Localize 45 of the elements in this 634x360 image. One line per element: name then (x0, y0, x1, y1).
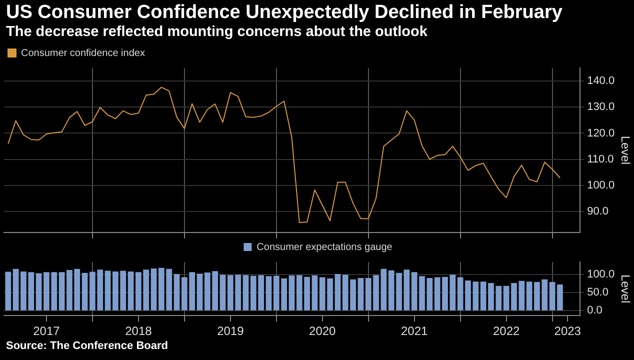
y-tick-label: 110.0 (587, 153, 614, 166)
bar (36, 273, 42, 310)
source-note: Source: The Conference Board (6, 340, 168, 352)
bar (196, 274, 203, 310)
y-tick-label: 120.0 (587, 127, 615, 140)
x-tick-label: 2018 (125, 324, 152, 338)
bar (404, 270, 410, 310)
x-tick-label: 2017 (33, 324, 60, 338)
bar (380, 268, 387, 310)
bar (242, 275, 249, 310)
bar (104, 270, 111, 310)
bar (220, 274, 226, 310)
x-tick-label: 2022 (492, 324, 520, 338)
x-tick-label: 2021 (401, 324, 428, 338)
bar (174, 274, 180, 310)
bar (128, 271, 134, 310)
bar (288, 275, 295, 310)
y-tick-label: 140.0 (587, 75, 615, 88)
bar (82, 272, 88, 310)
y-axis-title: Level (618, 274, 632, 304)
bar (266, 276, 272, 310)
chart-title: US Consumer Confidence Unexpectedly Declined in February (6, 2, 562, 24)
bar (12, 268, 19, 310)
bar (58, 272, 65, 310)
x-tick-label: 2020 (309, 324, 336, 338)
bar (358, 278, 364, 310)
legend-label: Consumer expectations gauge (256, 242, 393, 253)
x-tick-label: 2019 (217, 324, 244, 338)
y-tick-label: 130.0 (587, 101, 615, 114)
bar (334, 274, 341, 310)
chart-subtitle: The decrease reflected mounting concerns about the outlook (6, 24, 428, 40)
legend-label: Consumer confidence index (21, 48, 145, 59)
bar (312, 275, 318, 310)
bar (549, 282, 556, 310)
bar (5, 272, 12, 310)
y-tick-label: 100.0 (587, 179, 615, 192)
y-tick-label: 50.0 (587, 286, 608, 298)
bar (150, 268, 157, 310)
y-tick-label: 100.0 (587, 268, 615, 280)
bar (526, 282, 532, 310)
bar (557, 284, 563, 310)
x-tick-label: 2023 (554, 324, 582, 338)
y-tick-label: 90.0 (587, 206, 608, 218)
y-tick-label: 0.0 (587, 304, 602, 317)
y-axis-title: Level (618, 136, 632, 165)
